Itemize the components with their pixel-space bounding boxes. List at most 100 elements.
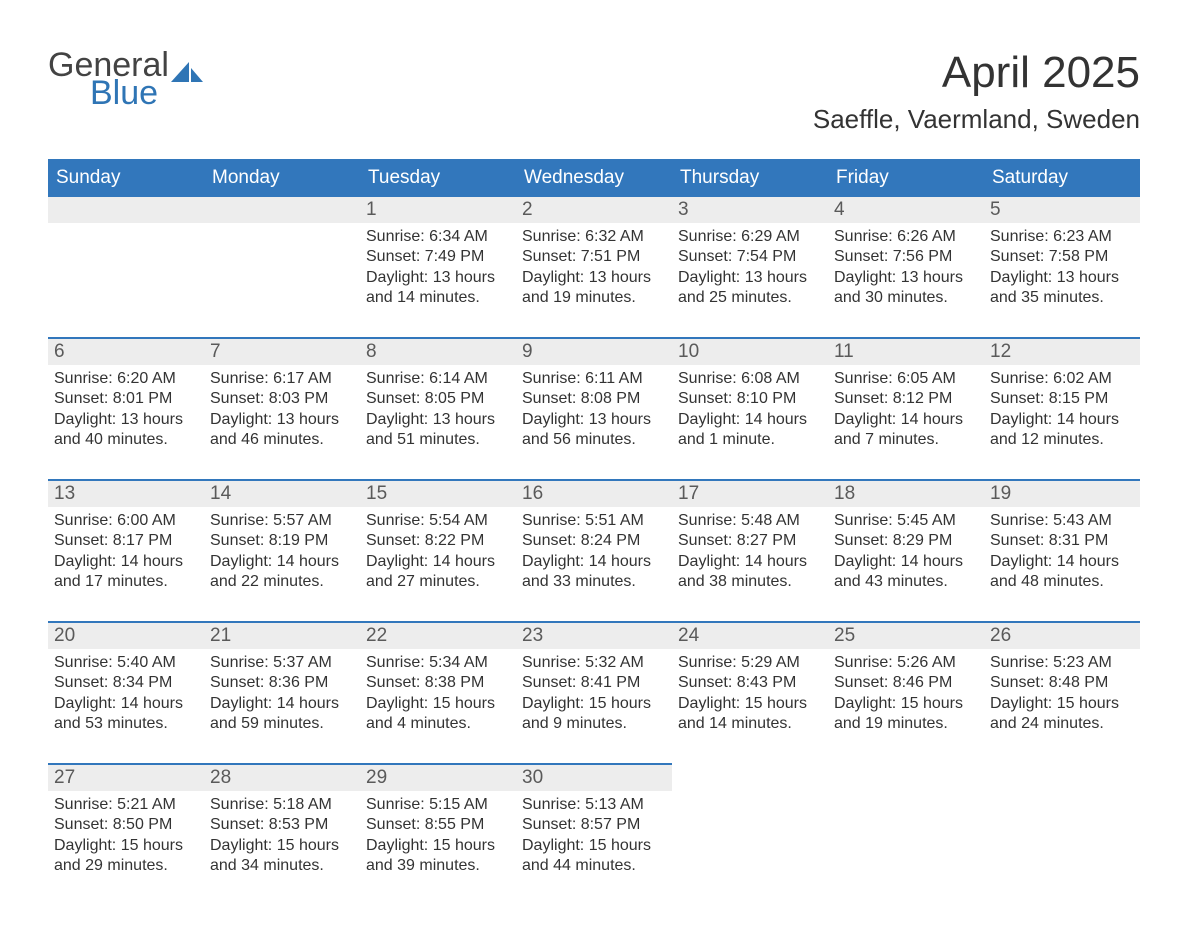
calendar-cell: 12Sunrise: 6:02 AMSunset: 8:15 PMDayligh… <box>984 337 1140 479</box>
sunrise-line: Sunrise: 6:32 AM <box>522 227 666 247</box>
sunset-line: Sunset: 8:31 PM <box>990 531 1134 551</box>
sunset-line: Sunset: 7:56 PM <box>834 247 978 267</box>
day-body: Sunrise: 6:34 AMSunset: 7:49 PMDaylight:… <box>360 223 516 317</box>
sunset-line: Sunset: 8:24 PM <box>522 531 666 551</box>
calendar-cell: 1Sunrise: 6:34 AMSunset: 7:49 PMDaylight… <box>360 195 516 337</box>
day-number: 19 <box>984 479 1140 507</box>
sunset-line: Sunset: 8:41 PM <box>522 673 666 693</box>
weekday-header: Saturday <box>984 160 1140 195</box>
calendar-cell <box>984 763 1140 905</box>
day-number: 3 <box>672 195 828 223</box>
day-body: Sunrise: 6:26 AMSunset: 7:56 PMDaylight:… <box>828 223 984 317</box>
day-body: Sunrise: 5:23 AMSunset: 8:48 PMDaylight:… <box>984 649 1140 743</box>
daylight-line: Daylight: 14 hours and 38 minutes. <box>678 552 822 593</box>
day-body: Sunrise: 5:45 AMSunset: 8:29 PMDaylight:… <box>828 507 984 601</box>
day-number: 13 <box>48 479 204 507</box>
day-number: 8 <box>360 337 516 365</box>
sunrise-line: Sunrise: 5:23 AM <box>990 653 1134 673</box>
calendar-week-row: 20Sunrise: 5:40 AMSunset: 8:34 PMDayligh… <box>48 621 1140 763</box>
daylight-line: Daylight: 14 hours and 59 minutes. <box>210 694 354 735</box>
sunset-line: Sunset: 7:58 PM <box>990 247 1134 267</box>
sunset-line: Sunset: 8:34 PM <box>54 673 198 693</box>
daylight-line: Daylight: 13 hours and 46 minutes. <box>210 410 354 451</box>
sunset-line: Sunset: 8:50 PM <box>54 815 198 835</box>
sunset-line: Sunset: 8:27 PM <box>678 531 822 551</box>
sunset-line: Sunset: 8:36 PM <box>210 673 354 693</box>
day-body: Sunrise: 6:17 AMSunset: 8:03 PMDaylight:… <box>204 365 360 459</box>
sunrise-line: Sunrise: 6:05 AM <box>834 369 978 389</box>
daylight-line: Daylight: 13 hours and 14 minutes. <box>366 268 510 309</box>
calendar-cell: 8 Sunrise: 6:14 AMSunset: 8:05 PMDaylight… <box>360 337 516 479</box>
sunrise-line: Sunrise: 6:14 AM <box>366 369 510 389</box>
sunset-line: Sunset: 8:19 PM <box>210 531 354 551</box>
sunrise-line: Sunrise: 5:54 AM <box>366 511 510 531</box>
header: General Blue April 2025 Saeffle, Vaermla… <box>48 48 1140 135</box>
calendar-cell <box>48 195 204 337</box>
daylight-line: Daylight: 14 hours and 12 minutes. <box>990 410 1134 451</box>
sunset-line: Sunset: 8:08 PM <box>522 389 666 409</box>
calendar-week-row: 1Sunrise: 6:34 AMSunset: 7:49 PMDaylight… <box>48 195 1140 337</box>
sunrise-line: Sunrise: 5:18 AM <box>210 795 354 815</box>
calendar-cell: 30Sunrise: 5:13 AMSunset: 8:57 PMDayligh… <box>516 763 672 905</box>
day-body: Sunrise: 5:51 AMSunset: 8:24 PMDaylight:… <box>516 507 672 601</box>
daylight-line: Daylight: 15 hours and 24 minutes. <box>990 694 1134 735</box>
sunset-line: Sunset: 8:05 PM <box>366 389 510 409</box>
calendar-cell: 14Sunrise: 5:57 AMSunset: 8:19 PMDayligh… <box>204 479 360 621</box>
sunset-line: Sunset: 8:38 PM <box>366 673 510 693</box>
sunrise-line: Sunrise: 6:02 AM <box>990 369 1134 389</box>
day-body: Sunrise: 6:11 AMSunset: 8:08 PMDaylight:… <box>516 365 672 459</box>
calendar-cell: 4Sunrise: 6:26 AMSunset: 7:56 PMDaylight… <box>828 195 984 337</box>
sunrise-line: Sunrise: 5:13 AM <box>522 795 666 815</box>
day-body: Sunrise: 5:21 AMSunset: 8:50 PMDaylight:… <box>48 791 204 885</box>
sunset-line: Sunset: 8:57 PM <box>522 815 666 835</box>
day-number: 22 <box>360 621 516 649</box>
daylight-line: Daylight: 14 hours and 22 minutes. <box>210 552 354 593</box>
calendar-cell: 2Sunrise: 6:32 AMSunset: 7:51 PMDaylight… <box>516 195 672 337</box>
sunset-line: Sunset: 7:54 PM <box>678 247 822 267</box>
weekday-header: Tuesday <box>360 160 516 195</box>
sunset-line: Sunset: 8:43 PM <box>678 673 822 693</box>
sunset-line: Sunset: 8:48 PM <box>990 673 1134 693</box>
daylight-line: Daylight: 15 hours and 14 minutes. <box>678 694 822 735</box>
daynum-empty <box>204 195 360 223</box>
day-body: Sunrise: 6:29 AMSunset: 7:54 PMDaylight:… <box>672 223 828 317</box>
calendar-cell <box>672 763 828 905</box>
day-number: 25 <box>828 621 984 649</box>
day-number: 21 <box>204 621 360 649</box>
day-number: 6 <box>48 337 204 365</box>
sunset-line: Sunset: 8:29 PM <box>834 531 978 551</box>
weekday-header: Friday <box>828 160 984 195</box>
day-number: 5 <box>984 195 1140 223</box>
calendar-cell: 19Sunrise: 5:43 AMSunset: 8:31 PMDayligh… <box>984 479 1140 621</box>
sunrise-line: Sunrise: 5:15 AM <box>366 795 510 815</box>
calendar-cell: 22Sunrise: 5:34 AMSunset: 8:38 PMDayligh… <box>360 621 516 763</box>
daylight-line: Daylight: 13 hours and 51 minutes. <box>366 410 510 451</box>
month-title: April 2025 <box>813 48 1140 98</box>
day-number: 18 <box>828 479 984 507</box>
sunrise-line: Sunrise: 5:32 AM <box>522 653 666 673</box>
calendar-cell: 17Sunrise: 5:48 AMSunset: 8:27 PMDayligh… <box>672 479 828 621</box>
sunset-line: Sunset: 8:55 PM <box>366 815 510 835</box>
day-body: Sunrise: 5:18 AMSunset: 8:53 PMDaylight:… <box>204 791 360 885</box>
calendar-cell: 29Sunrise: 5:15 AMSunset: 8:55 PMDayligh… <box>360 763 516 905</box>
day-number: 28 <box>204 763 360 791</box>
day-body: Sunrise: 5:43 AMSunset: 8:31 PMDaylight:… <box>984 507 1140 601</box>
weekday-header: Thursday <box>672 160 828 195</box>
weekday-header: Sunday <box>48 160 204 195</box>
daylight-line: Daylight: 15 hours and 4 minutes. <box>366 694 510 735</box>
day-number: 2 <box>516 195 672 223</box>
calendar-cell: 20Sunrise: 5:40 AMSunset: 8:34 PMDayligh… <box>48 621 204 763</box>
sunrise-line: Sunrise: 6:26 AM <box>834 227 978 247</box>
sunrise-line: Sunrise: 5:51 AM <box>522 511 666 531</box>
calendar-cell: 15Sunrise: 5:54 AMSunset: 8:22 PMDayligh… <box>360 479 516 621</box>
daylight-line: Daylight: 14 hours and 53 minutes. <box>54 694 198 735</box>
daylight-line: Daylight: 13 hours and 30 minutes. <box>834 268 978 309</box>
calendar-cell: 28Sunrise: 5:18 AMSunset: 8:53 PMDayligh… <box>204 763 360 905</box>
day-body: Sunrise: 6:20 AMSunset: 8:01 PMDaylight:… <box>48 365 204 459</box>
daylight-line: Daylight: 14 hours and 17 minutes. <box>54 552 198 593</box>
day-body: Sunrise: 5:15 AMSunset: 8:55 PMDaylight:… <box>360 791 516 885</box>
daylight-line: Daylight: 14 hours and 33 minutes. <box>522 552 666 593</box>
daylight-line: Daylight: 15 hours and 44 minutes. <box>522 836 666 877</box>
sunrise-line: Sunrise: 6:17 AM <box>210 369 354 389</box>
daylight-line: Daylight: 15 hours and 29 minutes. <box>54 836 198 877</box>
